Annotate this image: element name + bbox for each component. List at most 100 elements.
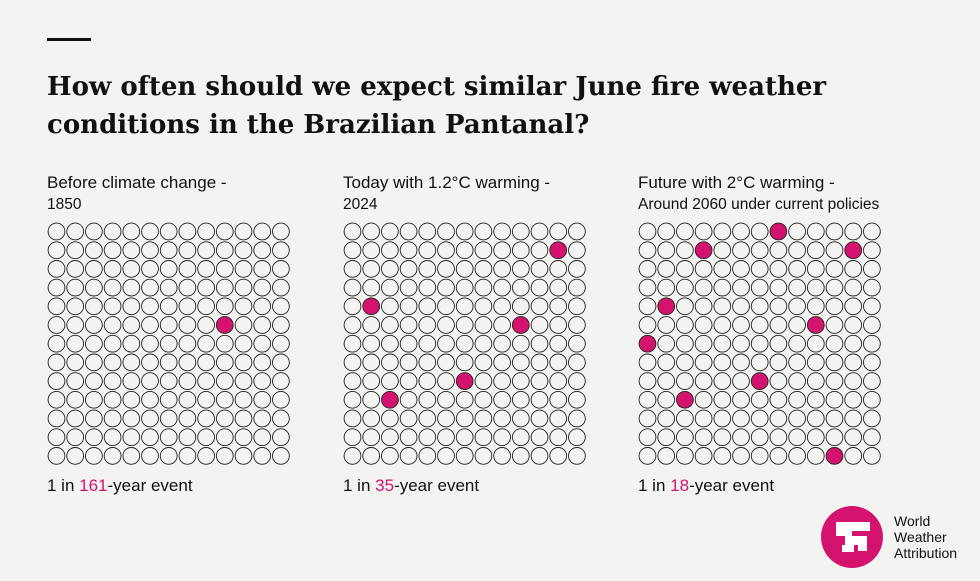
waffle-cell xyxy=(343,260,362,278)
waffle-cell xyxy=(66,260,85,278)
waffle-cell xyxy=(66,353,85,372)
waffle-cell xyxy=(437,353,455,372)
waffle-cell xyxy=(178,316,197,334)
waffle-cell xyxy=(47,409,66,428)
waffle-cell xyxy=(638,390,657,409)
waffle-cell xyxy=(769,297,788,316)
highlighted-cell xyxy=(511,316,530,334)
waffle-cell xyxy=(122,409,141,428)
waffle-cell xyxy=(657,390,676,409)
waffle-cell xyxy=(455,409,474,428)
waffle-cell xyxy=(399,428,418,447)
waffle-cell xyxy=(197,316,215,334)
logo-line: Weather xyxy=(894,529,947,545)
waffle-cell xyxy=(474,428,493,447)
waffle-cell xyxy=(362,428,381,447)
waffle-cell xyxy=(178,390,197,409)
waffle-cell xyxy=(159,334,178,353)
waffle-cell xyxy=(769,278,788,297)
waffle-cell xyxy=(769,316,788,334)
waffle-cell xyxy=(511,409,530,428)
panel-caption: 1 in 161-year event xyxy=(47,475,193,497)
waffle-cell xyxy=(418,260,437,278)
waffle-cell xyxy=(530,222,549,241)
waffle-cell xyxy=(253,334,272,353)
waffle-cell xyxy=(141,409,159,428)
waffle-cell xyxy=(253,428,272,447)
waffle-cell xyxy=(657,260,676,278)
waffle-cell xyxy=(455,278,474,297)
waffle-cell xyxy=(343,316,362,334)
waffle-cell xyxy=(215,390,234,409)
waffle-cell xyxy=(159,428,178,447)
waffle-cell xyxy=(676,297,694,316)
waffle-cell xyxy=(825,241,844,260)
waffle-cell xyxy=(863,447,881,465)
waffle-cell xyxy=(493,278,511,297)
waffle-cell xyxy=(178,334,197,353)
waffle-cell xyxy=(788,260,806,278)
waffle-cell xyxy=(178,372,197,390)
waffle-cell xyxy=(863,316,881,334)
waffle-cell xyxy=(713,409,732,428)
waffle-cell xyxy=(732,316,750,334)
highlighted-cell xyxy=(769,222,788,241)
waffle-cell xyxy=(657,447,676,465)
waffle-cell xyxy=(769,241,788,260)
waffle-cell xyxy=(568,278,586,297)
waffle-cell xyxy=(530,241,549,260)
waffle-cell xyxy=(66,428,85,447)
waffle-cell xyxy=(863,278,881,297)
waffle-cell xyxy=(844,222,863,241)
waffle-cell xyxy=(863,297,881,316)
waffle-cell xyxy=(455,428,474,447)
waffle-cell xyxy=(511,447,530,465)
waffle-cell xyxy=(530,278,549,297)
waffle-cell xyxy=(788,372,806,390)
waffle-cell xyxy=(141,334,159,353)
waffle-cell xyxy=(85,372,103,390)
waffle-cell xyxy=(750,447,769,465)
waffle-cell xyxy=(493,316,511,334)
waffle-cell xyxy=(253,222,272,241)
waffle-cell xyxy=(713,372,732,390)
waffle-cell xyxy=(530,428,549,447)
waffle-cell xyxy=(103,260,122,278)
waffle-cell xyxy=(159,260,178,278)
highlighted-cell xyxy=(657,297,676,316)
caption-prefix: 1 in xyxy=(343,476,376,495)
waffle-cell xyxy=(343,241,362,260)
waffle-cell xyxy=(418,447,437,465)
waffle-cell xyxy=(381,222,399,241)
highlighted-cell xyxy=(215,316,234,334)
waffle-cell xyxy=(455,316,474,334)
waffle-cell xyxy=(159,390,178,409)
waffle-cell xyxy=(122,390,141,409)
waffle-cell xyxy=(825,428,844,447)
waffle-cell xyxy=(141,447,159,465)
waffle-cell xyxy=(272,278,290,297)
wwa-logo-icon xyxy=(821,506,883,568)
caption-value: 18 xyxy=(670,476,690,495)
waffle-cell xyxy=(85,278,103,297)
waffle-cell xyxy=(713,334,732,353)
waffle-cell xyxy=(844,372,863,390)
waffle-cell xyxy=(825,390,844,409)
waffle-cell xyxy=(141,428,159,447)
waffle-cell xyxy=(418,428,437,447)
waffle-cell xyxy=(549,447,568,465)
waffle-cell xyxy=(788,278,806,297)
waffle-cell xyxy=(455,222,474,241)
waffle-cell xyxy=(806,409,825,428)
waffle-cell xyxy=(806,390,825,409)
waffle-cell xyxy=(474,409,493,428)
waffle-cell xyxy=(511,428,530,447)
waffle-cell xyxy=(215,428,234,447)
waffle-cell xyxy=(418,334,437,353)
caption-prefix: 1 in xyxy=(638,476,671,495)
waffle-cell xyxy=(362,353,381,372)
waffle-cell xyxy=(474,447,493,465)
waffle-cell xyxy=(234,260,253,278)
waffle-cell xyxy=(844,447,863,465)
waffle-cell xyxy=(825,278,844,297)
